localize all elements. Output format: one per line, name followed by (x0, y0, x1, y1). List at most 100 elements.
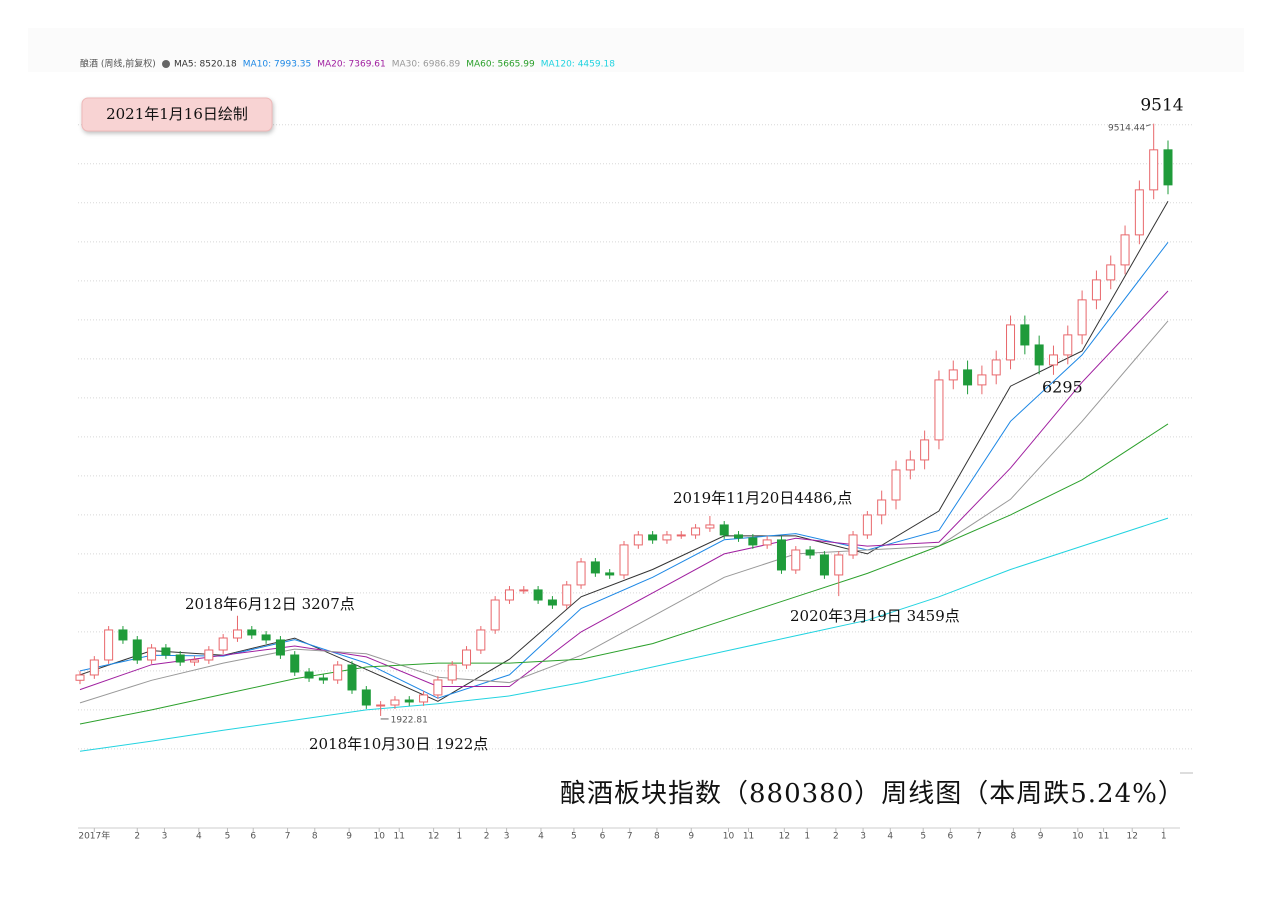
x-tick-label: 7 (627, 832, 633, 842)
annotation: 9514 (1140, 96, 1183, 116)
x-tick-label: 9 (346, 832, 352, 842)
x-tick-label: 12 (428, 832, 439, 842)
candle-body (1020, 324, 1030, 346)
candle-body (633, 534, 643, 546)
candle-body (1163, 149, 1173, 186)
x-tick-label: 11 (394, 832, 405, 842)
legend-entry: MA60: 5665.99 (466, 60, 535, 70)
x-tick-label: 10 (373, 832, 385, 842)
annotation: 2019年11月20日4486,点 (673, 489, 852, 507)
settings-icon[interactable] (162, 60, 170, 68)
candle-body (261, 634, 271, 641)
candle-body (447, 664, 457, 681)
x-tick-label: 10 (1072, 832, 1084, 842)
candle-body (519, 589, 529, 592)
candle-body (275, 639, 285, 656)
candle-body (934, 379, 944, 441)
candle-body (734, 534, 744, 539)
candle-body (1006, 324, 1016, 361)
legend-entry: MA120: 4459.18 (541, 60, 615, 70)
x-tick-label: 11 (743, 832, 754, 842)
annotation: 2020年3月19日 3459点 (790, 607, 960, 625)
legend-entry: MA30: 6986.89 (392, 60, 461, 70)
x-tick-label: 11 (1098, 832, 1109, 842)
x-tick-label: 7 (976, 832, 982, 842)
candle-body (132, 639, 142, 661)
candle-body (834, 554, 844, 576)
candle-body (89, 659, 99, 676)
legend-entry: MA20: 7369.61 (317, 60, 385, 70)
x-tick-label: 4 (887, 832, 893, 842)
annotation-small: 1922.81 (391, 715, 428, 725)
x-tick-label: 4 (196, 832, 202, 842)
legend-entry: MA10: 7993.35 (243, 60, 311, 70)
candle-body (963, 369, 973, 386)
candle-body (920, 439, 930, 461)
candle-body (533, 589, 543, 601)
x-tick-label: 6 (250, 832, 256, 842)
candle-body (1134, 189, 1144, 236)
candle-body (576, 561, 586, 586)
candle-body (776, 539, 786, 571)
ma-line (79, 200, 1169, 702)
x-tick-label: 4 (538, 832, 544, 842)
annotation-arrow (1145, 124, 1151, 127)
candle-body (390, 699, 400, 706)
candle-body (1106, 264, 1116, 281)
candle-body (347, 664, 357, 691)
candle-body (376, 704, 386, 707)
candle-body (476, 629, 486, 651)
candle-body (404, 699, 414, 703)
x-tick-label: 1 (457, 832, 463, 842)
candle-body (1120, 234, 1130, 266)
x-tick-label: 9 (688, 832, 694, 842)
x-tick-label: 10 (723, 832, 735, 842)
candle-body (991, 359, 1001, 376)
candle-body (805, 549, 815, 556)
x-tick-label: 5 (225, 832, 231, 842)
candle-body (590, 561, 600, 574)
chart-subtitle: 酿酒 (周线,前复权) (80, 58, 156, 70)
ma-line (79, 320, 1169, 704)
candle-body (204, 649, 214, 661)
candle-body (218, 637, 228, 651)
annotation-small: 9514.44 (1108, 124, 1145, 134)
candle-body (862, 514, 872, 536)
x-tick-label: 5 (571, 832, 577, 842)
x-tick-label: 12 (779, 832, 790, 842)
x-tick-label: 8 (312, 832, 318, 842)
date-badge (81, 97, 273, 132)
x-tick-label: 6 (600, 832, 606, 842)
candle-body (748, 537, 758, 546)
candle-body (161, 647, 171, 656)
candle-body (147, 647, 157, 661)
x-tick-label: 3 (860, 832, 866, 842)
x-tick-label: 1 (804, 832, 810, 842)
candle-body (290, 654, 300, 673)
candle-body (419, 694, 429, 703)
x-tick-label: 2 (134, 832, 140, 842)
annotation: 6295 (1042, 378, 1083, 397)
plot-background (28, 72, 1244, 860)
x-tick-label: 8 (654, 832, 660, 842)
candle-body (318, 677, 328, 681)
x-tick-label: 2 (484, 832, 490, 842)
candle-body (1034, 344, 1044, 366)
x-tick-label: 9 (1038, 832, 1044, 842)
x-tick-label: 12 (1126, 832, 1137, 842)
candle-body (648, 534, 658, 541)
candle-body (877, 499, 887, 516)
x-tick-label: 3 (504, 832, 510, 842)
candle-body (619, 544, 629, 576)
x-tick-label: 3 (162, 832, 168, 842)
chart-title: 酿酒板块指数（880380）周线图（本周跌5.24%） (560, 779, 1185, 809)
candle-body (1077, 299, 1087, 336)
candle-body (75, 674, 85, 681)
x-tick-label: 5 (920, 832, 926, 842)
candle-body (304, 671, 314, 679)
candle-body (676, 534, 686, 537)
x-tick-label: 6 (948, 832, 954, 842)
candle-body (891, 469, 901, 501)
candle-body (705, 524, 715, 529)
